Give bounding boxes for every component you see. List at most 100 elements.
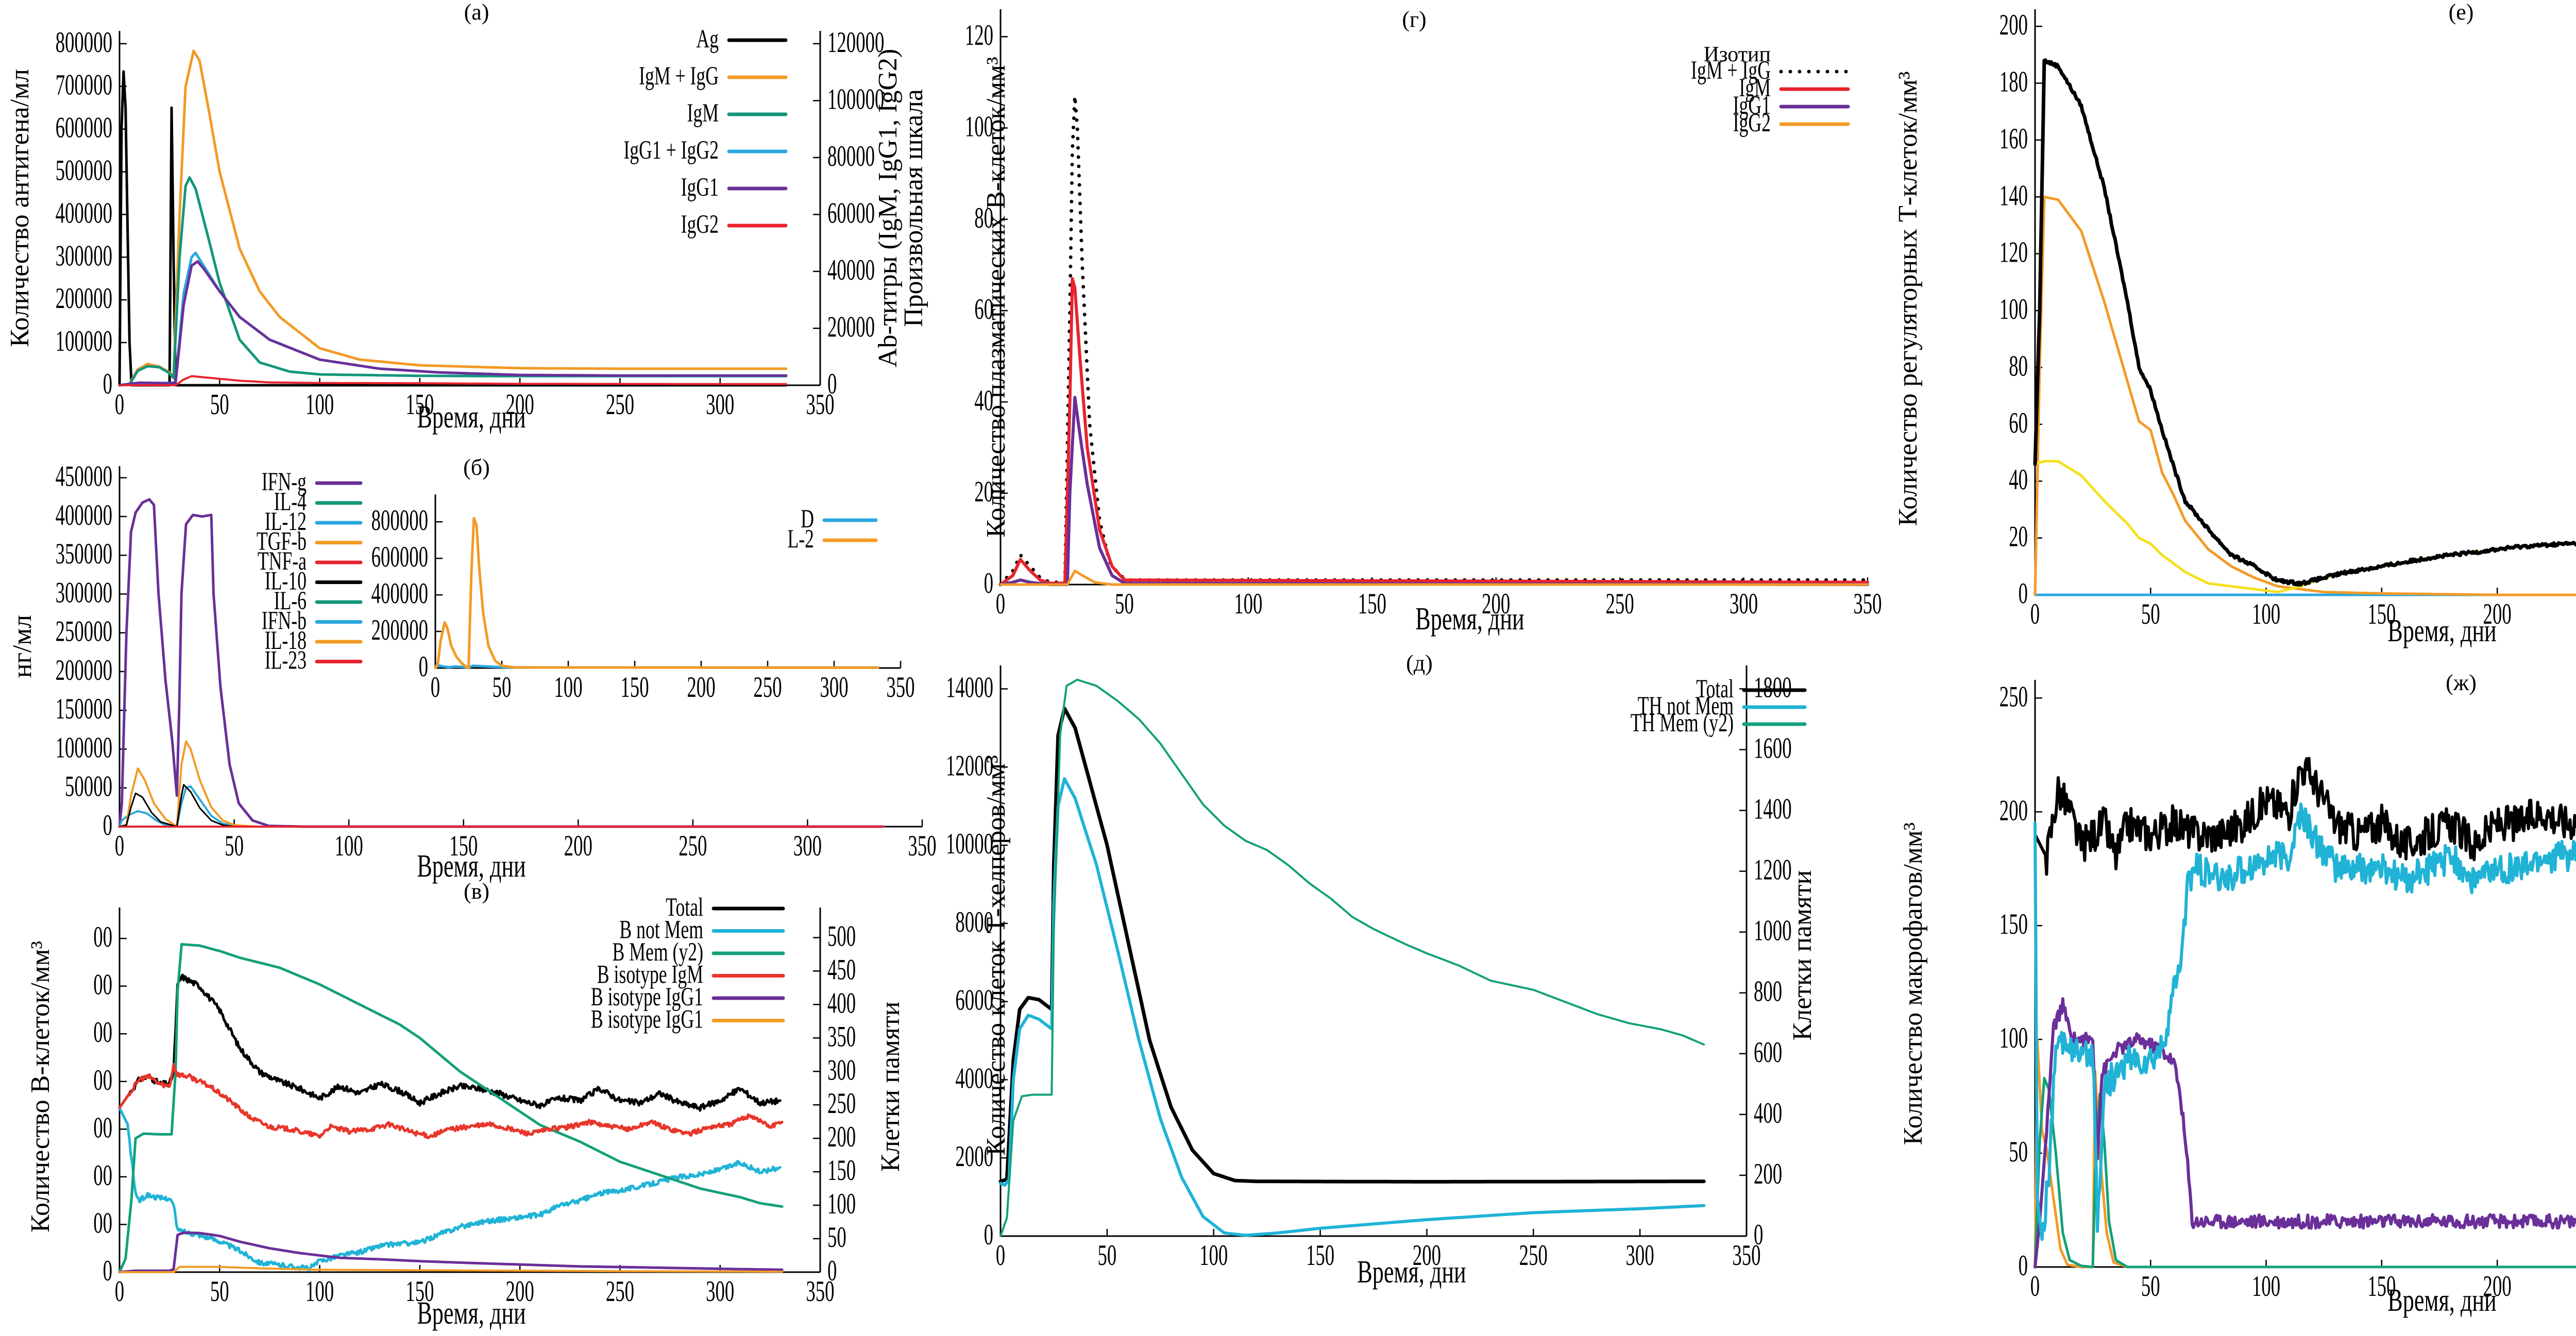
x-tick-label: 250 bbox=[753, 671, 782, 704]
y2-tick-label: 1400 bbox=[1754, 793, 1792, 826]
x-tick-label: 350 bbox=[1853, 588, 1882, 620]
y-tick-label: 50 bbox=[2009, 1136, 2028, 1168]
y-tick-label: 50000 bbox=[65, 770, 112, 803]
series-line-igm bbox=[999, 277, 1869, 586]
y-tick-label: 400000 bbox=[56, 197, 112, 229]
legend-label: IgM + IgG bbox=[1691, 56, 1771, 84]
y-tick-label: 00 bbox=[93, 1111, 112, 1144]
x-tick-label: 350 bbox=[1732, 1239, 1760, 1272]
x-tick-label: 350 bbox=[886, 671, 914, 704]
x-tick-label: 100 bbox=[1234, 588, 1262, 620]
x-tick-label: 150 bbox=[1306, 1239, 1334, 1272]
y-tick-label: 6000 bbox=[955, 984, 993, 1017]
legend-label: IFN-b bbox=[262, 607, 307, 635]
x-axis-label: Время, дни bbox=[2387, 613, 2496, 648]
x-tick-label: 150 bbox=[1358, 588, 1386, 620]
y2-tick-label: 120000 bbox=[827, 26, 884, 59]
x-tick-label: 0 bbox=[996, 588, 1005, 620]
series-line-l-2 bbox=[434, 517, 879, 670]
x-tick-label: 100 bbox=[2252, 598, 2280, 630]
y-tick-label: 600000 bbox=[371, 541, 428, 573]
y2-tick-label: 100000 bbox=[827, 83, 884, 115]
y-tick-label: 00 bbox=[93, 1016, 112, 1049]
legend: IFN-gIL-4IL-12TGF-bTNF-aIL-10IL-6IFN-bIL… bbox=[257, 468, 363, 675]
y2-tick-label: 400 bbox=[827, 987, 856, 1019]
series-line-total bbox=[998, 707, 1706, 1184]
y-tick-label: 80 bbox=[974, 202, 993, 234]
y2-tick-label: 300 bbox=[827, 1054, 856, 1086]
y-axis-label: Количество клеток Т-хелперов/мм³ bbox=[981, 755, 1011, 1155]
x-tick-label: 200 bbox=[506, 388, 534, 421]
y-tick-label: 800000 bbox=[56, 26, 112, 59]
y2-axis-label-line2: Произвольная шкала bbox=[899, 89, 928, 327]
x-tick-label: 300 bbox=[706, 1275, 734, 1308]
x-tick-label: 300 bbox=[820, 671, 848, 704]
legend: DL-2 bbox=[787, 505, 878, 554]
y-tick-label: 700000 bbox=[56, 69, 112, 101]
y-tick-label: 0 bbox=[419, 650, 428, 683]
y2-tick-label: 350 bbox=[827, 1020, 856, 1053]
series-line-active-resting bbox=[2033, 58, 2576, 587]
x-tick-label: 100 bbox=[554, 671, 582, 704]
legend-label: Total bbox=[666, 893, 703, 921]
y-tick-label: 250 bbox=[1999, 680, 2028, 713]
panel-title: (ж) bbox=[2446, 670, 2477, 695]
x-tick-label: 50 bbox=[210, 1275, 229, 1308]
y-tick-label: 0 bbox=[984, 567, 993, 600]
series-line-total bbox=[2033, 757, 2576, 876]
series-line-presenting-2 bbox=[2033, 1076, 2576, 1269]
x-tick-label: 200 bbox=[1482, 588, 1510, 620]
legend-label: IFN-g bbox=[262, 468, 307, 496]
series-line-total bbox=[2033, 59, 2576, 585]
y-axis-label: Количество макрофагов/мм³ bbox=[1899, 823, 1928, 1145]
y-tick-label: 0 bbox=[103, 1255, 112, 1287]
x-tick-label: 0 bbox=[115, 830, 124, 862]
x-tick-label: 100 bbox=[306, 388, 334, 421]
legend-label: IL-10 bbox=[265, 567, 307, 595]
legend-label: B isotype IgG1 bbox=[591, 1005, 703, 1034]
y2-tick-label: 40000 bbox=[827, 254, 875, 286]
x-tick-label: 250 bbox=[1519, 1239, 1548, 1272]
series-line-resting bbox=[2033, 460, 2576, 593]
x-tick-label: 50 bbox=[493, 671, 512, 704]
y-tick-label: 140 bbox=[1999, 179, 2028, 212]
x-tick-label: 150 bbox=[2367, 598, 2396, 630]
series-line-b-mem-y2- bbox=[118, 943, 784, 1274]
x-tick-label: 0 bbox=[115, 1275, 124, 1308]
y-tick-label: 120 bbox=[965, 19, 993, 52]
series-line-igg2 bbox=[999, 569, 1869, 586]
legend-label: IgM bbox=[1739, 74, 1771, 102]
y-tick-label: 180 bbox=[1999, 65, 2028, 98]
x-axis-label: Время, дни bbox=[417, 1295, 526, 1331]
x-tick-label: 100 bbox=[306, 1275, 334, 1308]
y-tick-label: 200000 bbox=[56, 282, 112, 315]
x-tick-label: 200 bbox=[2483, 1270, 2512, 1303]
x-tick-label: 0 bbox=[115, 388, 124, 421]
legend-label: IgG2 bbox=[1733, 109, 1771, 137]
x-tick-label: 350 bbox=[806, 1275, 834, 1308]
y-tick-label: 4000 bbox=[955, 1062, 993, 1094]
y-tick-label: 60 bbox=[2009, 407, 2028, 439]
legend-label: Ag bbox=[696, 25, 719, 53]
y-tick-label: 600000 bbox=[56, 112, 112, 144]
y2-tick-label: 0 bbox=[827, 1255, 837, 1287]
y-tick-label: 8000 bbox=[955, 906, 993, 938]
y2-tick-label: 200 bbox=[827, 1121, 856, 1153]
panel-title: (г) bbox=[1402, 7, 1426, 32]
y2-axis-label-line1: Ab-титры (IgM, IgG1, IgG2) bbox=[873, 49, 903, 368]
series-line-igm bbox=[118, 176, 788, 387]
legend-label: IgG1 bbox=[1733, 91, 1771, 119]
legend-label: IL-6 bbox=[274, 587, 307, 615]
y2-tick-label: 1800 bbox=[1754, 671, 1792, 704]
x-tick-label: 150 bbox=[2367, 1270, 2396, 1303]
y-tick-label: 400000 bbox=[56, 499, 112, 532]
y-tick-label: 300000 bbox=[56, 239, 112, 272]
y-tick-label: 150 bbox=[1999, 908, 2028, 940]
legend-label: IgG2 bbox=[681, 210, 719, 238]
series-line-total bbox=[118, 973, 782, 1112]
x-tick-label: 250 bbox=[679, 830, 707, 862]
y-tick-label: 100 bbox=[965, 110, 993, 143]
